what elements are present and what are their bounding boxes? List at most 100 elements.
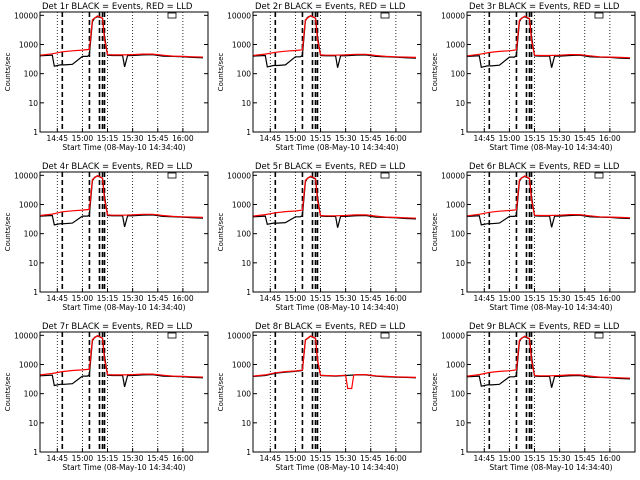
y-tick-label: 1000 xyxy=(232,40,251,49)
x-axis-label: Start Time (08-May-10 14:34:40) xyxy=(489,303,612,312)
x-tick-label: 15:30 xyxy=(549,454,571,463)
x-tick-label: 16:00 xyxy=(385,454,407,463)
x-axis-label: Start Time (08-May-10 14:34:40) xyxy=(62,143,185,152)
detector-panel-6: Det 6r BLACK = Events, RED = LLD 1 10 100 10… xyxy=(431,162,636,312)
series-line-events xyxy=(253,176,417,228)
detector-panel-3: Det 3r BLACK = Events, RED = LLD 1 10 100 10… xyxy=(431,2,636,152)
series-line-lld xyxy=(467,15,631,59)
legend-box xyxy=(594,172,604,179)
panel-title: Det 9r BLACK = Events, RED = LLD xyxy=(469,322,620,332)
x-tick-label: 14:45 xyxy=(473,134,495,143)
y-axis-label: Counts/sec xyxy=(217,53,225,92)
y-tick-label: 10 xyxy=(455,419,465,428)
y-tick-label: 10000 xyxy=(227,171,251,180)
panel-title: Det 5r BLACK = Events, RED = LLD xyxy=(255,162,406,172)
x-tick-label: 15:00 xyxy=(285,134,307,143)
y-tick-label: 10 xyxy=(241,99,251,108)
x-tick-label: 15:45 xyxy=(147,134,169,143)
x-axis-label: Start Time (08-May-10 14:34:40) xyxy=(489,143,612,152)
x-tick-label: 15:45 xyxy=(147,294,169,303)
legend-box xyxy=(594,332,604,339)
x-tick-label: 16:00 xyxy=(599,294,621,303)
x-tick-label: 15:15 xyxy=(524,294,546,303)
x-tick-label: 16:00 xyxy=(385,294,407,303)
y-tick-label: 1000 xyxy=(446,40,465,49)
detector-panel-5: Det 5r BLACK = Events, RED = LLD 1 10 100 10… xyxy=(217,162,422,312)
x-tick-label: 15:45 xyxy=(360,294,382,303)
series-line-events xyxy=(40,335,204,388)
series-line-events xyxy=(253,15,417,68)
x-tick-label: 15:30 xyxy=(122,134,144,143)
x-tick-label: 16:00 xyxy=(599,454,621,463)
y-tick-label: 10000 xyxy=(441,171,465,180)
series-line-lld xyxy=(467,175,631,219)
plot-frame xyxy=(252,171,422,293)
x-tick-label: 15:15 xyxy=(310,454,332,463)
panel-title: Det 4r BLACK = Events, RED = LLD xyxy=(42,162,193,172)
detector-panel-7: Det 7r BLACK = Events, RED = LLD 1 10 100 10… xyxy=(4,322,209,472)
x-tick-label: 15:30 xyxy=(335,454,357,463)
x-tick-label: 16:00 xyxy=(385,134,407,143)
x-tick-label: 15:15 xyxy=(524,454,546,463)
y-tick-label: 10000 xyxy=(14,331,38,340)
legend-box xyxy=(167,332,177,339)
y-tick-label: 100 xyxy=(24,70,39,79)
x-tick-label: 14:45 xyxy=(259,134,281,143)
x-tick-label: 15:30 xyxy=(549,294,571,303)
series-line-events xyxy=(467,336,631,388)
x-tick-label: 16:00 xyxy=(172,454,194,463)
y-tick-label: 10 xyxy=(241,419,251,428)
y-axis-label: Counts/sec xyxy=(4,213,12,252)
panel-title: Det 8r BLACK = Events, RED = LLD xyxy=(255,322,406,332)
y-tick-label: 1 xyxy=(33,288,38,297)
detector-panel-8: Det 8r BLACK = Events, RED = LLD 1 10 100 10… xyxy=(217,322,422,472)
y-axis-label: Counts/sec xyxy=(217,213,225,252)
x-tick-label: 15:00 xyxy=(285,454,307,463)
legend-box xyxy=(380,172,390,179)
y-tick-label: 1000 xyxy=(232,360,251,369)
x-tick-label: 15:00 xyxy=(72,134,94,143)
x-tick-label: 15:15 xyxy=(524,134,546,143)
legend-box xyxy=(380,12,390,19)
y-tick-label: 100 xyxy=(237,70,252,79)
legend-box xyxy=(167,12,177,19)
plot-frame xyxy=(252,11,422,133)
y-tick-label: 1000 xyxy=(19,40,38,49)
y-axis-label: Counts/sec xyxy=(4,373,12,412)
x-tick-label: 15:15 xyxy=(97,454,119,463)
x-tick-label: 14:45 xyxy=(259,454,281,463)
y-tick-label: 100 xyxy=(24,390,39,399)
y-tick-label: 100 xyxy=(451,230,466,239)
y-tick-label: 1 xyxy=(246,288,251,297)
series-line-lld xyxy=(467,335,631,379)
plot-frame xyxy=(466,171,636,293)
x-tick-label: 15:30 xyxy=(335,294,357,303)
y-tick-label: 10000 xyxy=(227,11,251,20)
y-tick-label: 10000 xyxy=(441,11,465,20)
series-line-lld xyxy=(40,174,204,218)
series-line-lld xyxy=(253,175,417,219)
y-tick-label: 1000 xyxy=(19,200,38,209)
series-line-lld xyxy=(40,15,204,58)
x-tick-label: 14:45 xyxy=(259,294,281,303)
y-tick-label: 10 xyxy=(241,259,251,268)
plot-frame xyxy=(466,11,636,133)
x-tick-label: 16:00 xyxy=(599,134,621,143)
plot-frame xyxy=(39,11,209,133)
y-tick-label: 100 xyxy=(237,230,252,239)
y-axis-label: Counts/sec xyxy=(431,53,439,92)
series-line-events xyxy=(467,16,631,69)
detector-panel-4: Det 4r BLACK = Events, RED = LLD 1 10 100 10… xyxy=(4,162,209,312)
y-axis-label: Counts/sec xyxy=(431,213,439,252)
panel-title: Det 6r BLACK = Events, RED = LLD xyxy=(469,162,620,172)
y-tick-label: 10 xyxy=(455,259,465,268)
y-tick-label: 1000 xyxy=(446,360,465,369)
x-tick-label: 15:30 xyxy=(122,454,144,463)
detector-panel-9: Det 9r BLACK = Events, RED = LLD 1 10 100 10… xyxy=(431,322,636,472)
y-tick-label: 1 xyxy=(246,128,251,137)
y-tick-label: 10000 xyxy=(14,11,38,20)
plot-frame xyxy=(39,171,209,293)
x-tick-label: 15:00 xyxy=(72,294,94,303)
y-axis-label: Counts/sec xyxy=(217,373,225,412)
